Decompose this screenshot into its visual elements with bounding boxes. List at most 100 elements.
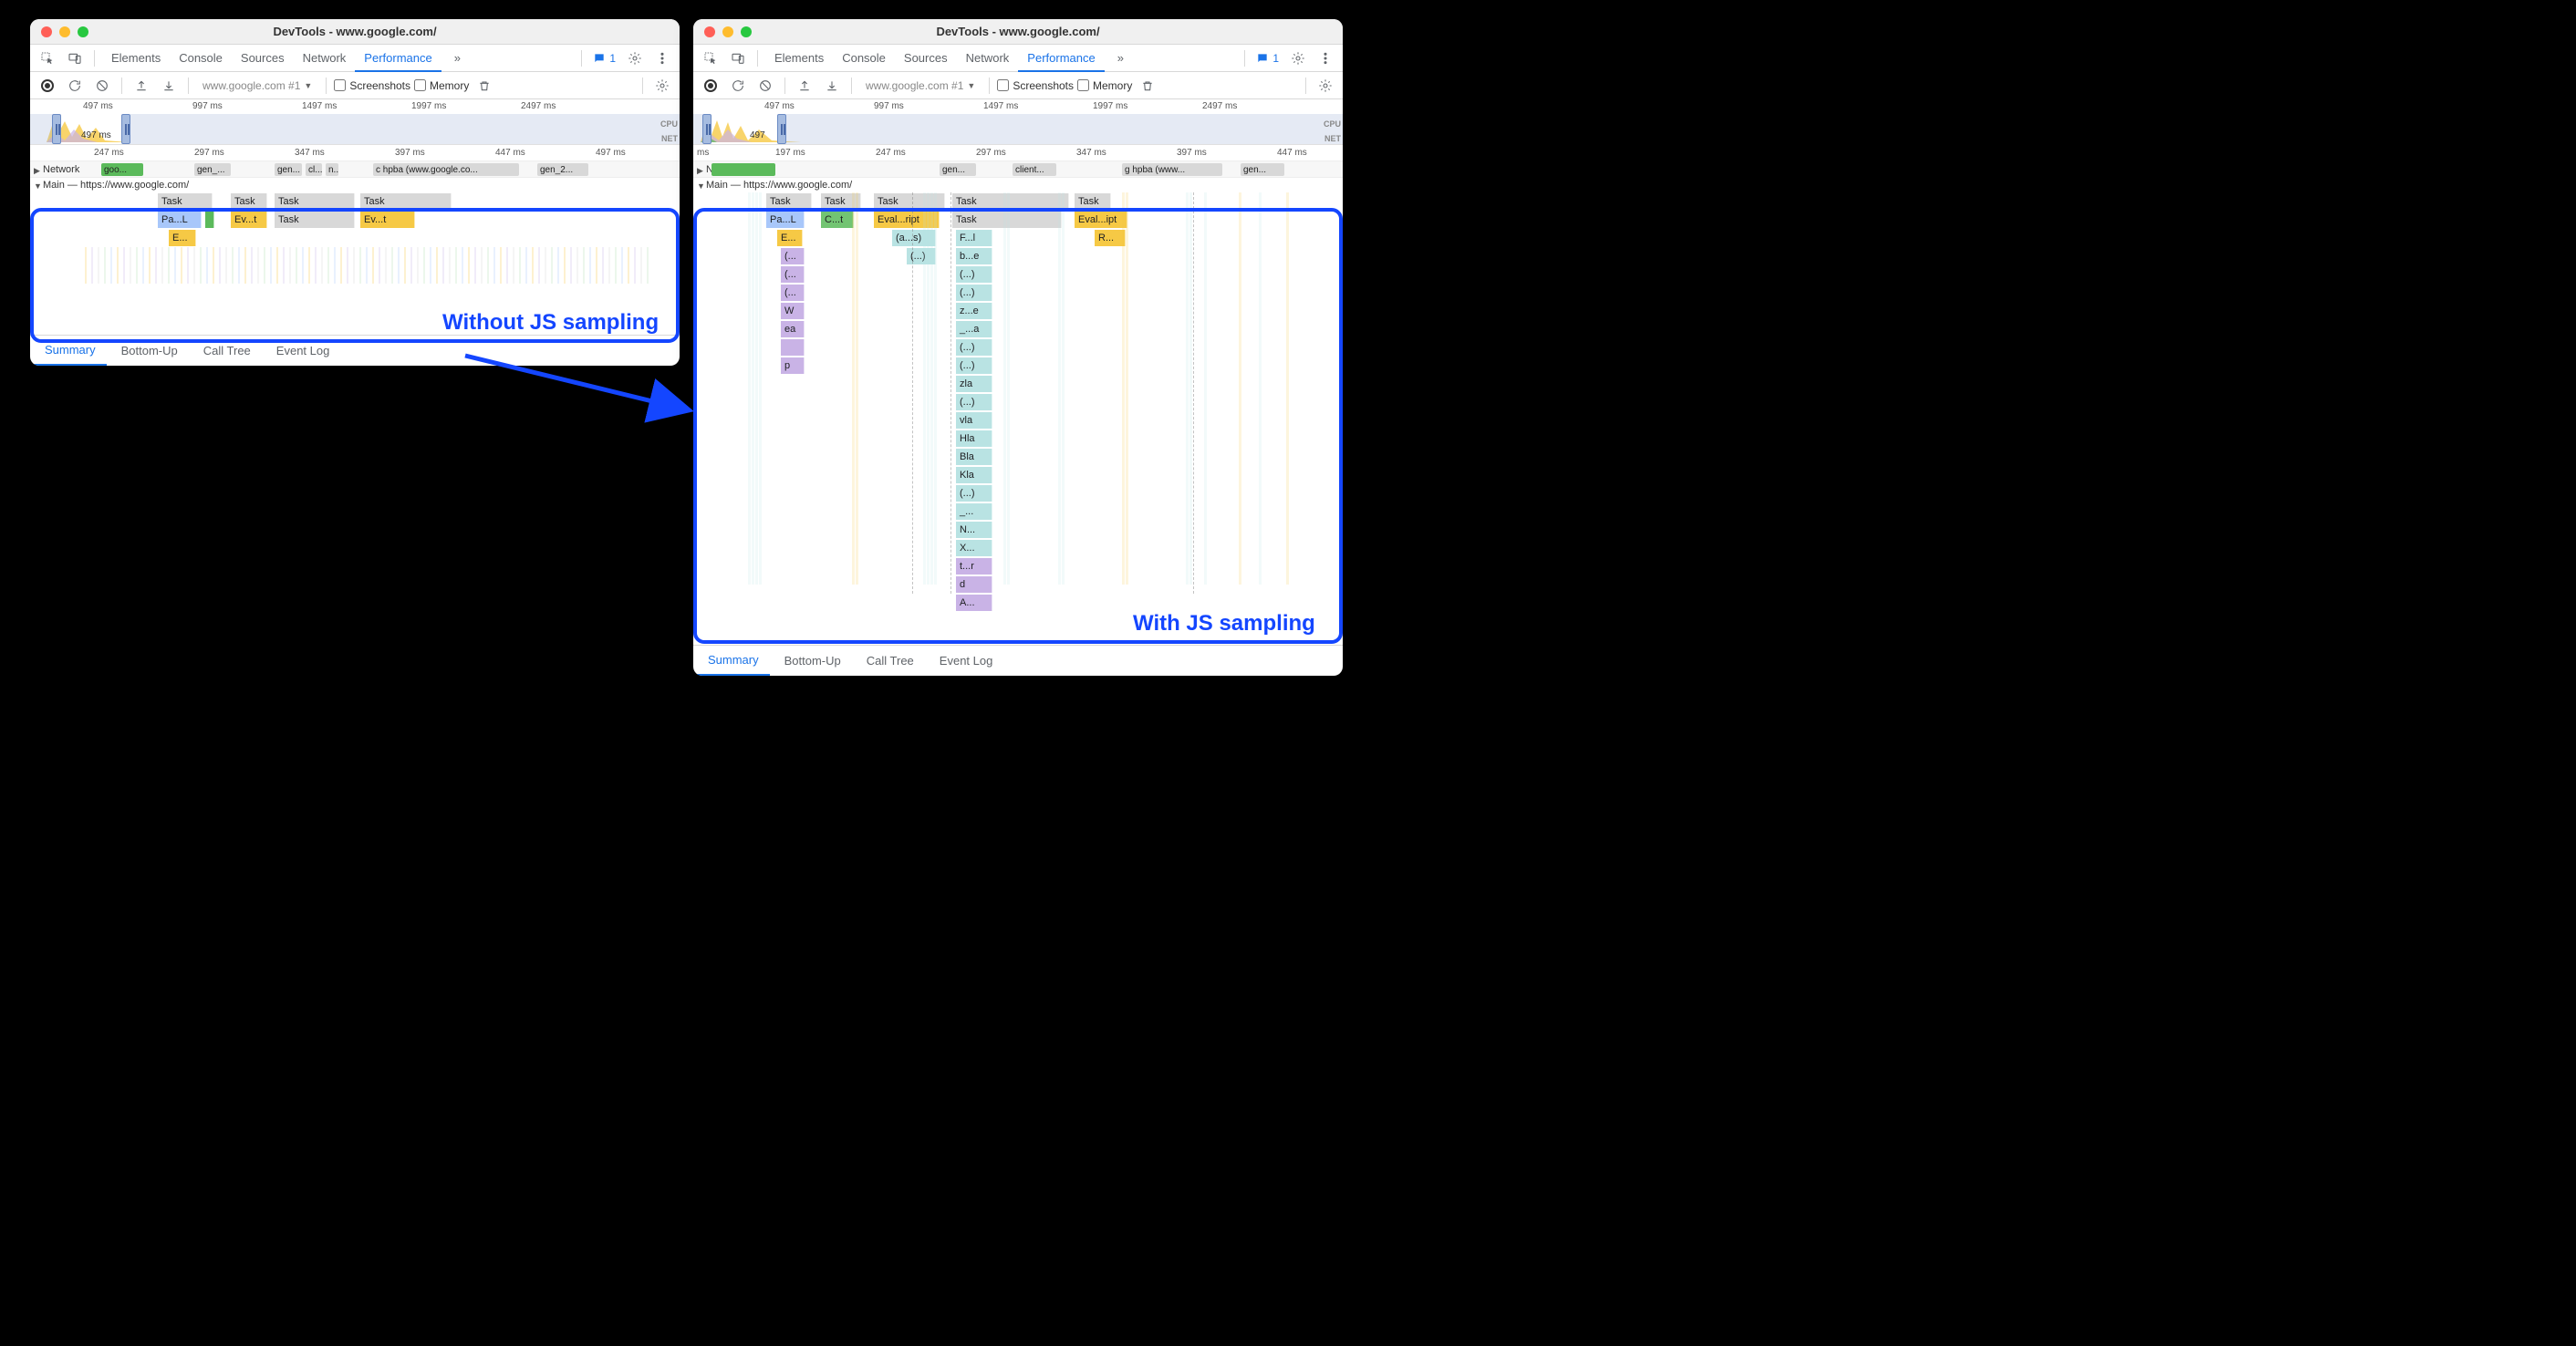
- flame-cell[interactable]: (...: [781, 266, 805, 283]
- download-icon[interactable]: [157, 74, 181, 98]
- overview-timeline[interactable]: 497 ms997 ms1497 ms1997 ms2497 ms 497 ms…: [30, 99, 680, 145]
- gear-icon[interactable]: [1286, 47, 1310, 70]
- device-icon[interactable]: [63, 47, 87, 70]
- upload-icon[interactable]: [130, 74, 153, 98]
- flame-cell[interactable]: (...): [956, 339, 992, 356]
- network-request[interactable]: gen_2...: [537, 163, 588, 176]
- tab-elements[interactable]: Elements: [102, 46, 170, 70]
- tab-network[interactable]: Network: [957, 46, 1019, 70]
- gear-icon[interactable]: [1314, 74, 1337, 98]
- flame-cell[interactable]: X...: [956, 540, 992, 556]
- bottom-tab-summary[interactable]: Summary: [34, 336, 107, 366]
- messages-badge[interactable]: 1: [1252, 50, 1283, 67]
- flame-cell[interactable]: R...: [1095, 230, 1126, 246]
- network-request[interactable]: c hpba (www.google.co...: [373, 163, 519, 176]
- overview-handle-left[interactable]: [702, 114, 712, 144]
- network-request[interactable]: n...: [326, 163, 338, 176]
- flame-cell[interactable]: t...r: [956, 558, 992, 575]
- close-icon[interactable]: [704, 26, 715, 37]
- flame-cell[interactable]: Ev...t: [231, 212, 267, 228]
- flame-cell[interactable]: [205, 212, 214, 228]
- memory-checkbox[interactable]: Memory: [1077, 79, 1132, 92]
- flame-cell[interactable]: _...a: [956, 321, 992, 337]
- detail-ruler[interactable]: 247 ms297 ms347 ms397 ms447 ms497 ms: [30, 145, 680, 161]
- flame-cell[interactable]: F...l: [956, 230, 992, 246]
- screenshots-checkbox[interactable]: Screenshots: [334, 79, 410, 92]
- tab-network[interactable]: Network: [294, 46, 356, 70]
- network-request[interactable]: gen...: [940, 163, 976, 176]
- network-request[interactable]: cl...: [306, 163, 322, 176]
- flame-cell[interactable]: Kla: [956, 467, 992, 483]
- flame-cell[interactable]: Task: [231, 193, 267, 210]
- flame-cell[interactable]: Task: [275, 212, 355, 228]
- memory-checkbox[interactable]: Memory: [414, 79, 469, 92]
- bottom-tab-summary[interactable]: Summary: [697, 646, 770, 676]
- record-button[interactable]: [699, 74, 722, 98]
- kebab-icon[interactable]: [650, 47, 674, 70]
- overview-handle-right[interactable]: [777, 114, 786, 144]
- flame-cell[interactable]: (...): [956, 285, 992, 301]
- overview-handle-left[interactable]: [52, 114, 61, 144]
- record-button[interactable]: [36, 74, 59, 98]
- maximize-icon[interactable]: [741, 26, 752, 37]
- kebab-icon[interactable]: [1314, 47, 1337, 70]
- flame-cell[interactable]: Task: [275, 193, 355, 210]
- tab-elements[interactable]: Elements: [765, 46, 833, 70]
- network-request[interactable]: gen_...: [194, 163, 231, 176]
- flame-cell[interactable]: (...: [781, 248, 805, 264]
- more-tabs[interactable]: »: [445, 46, 470, 70]
- minimize-icon[interactable]: [59, 26, 70, 37]
- flame-cell[interactable]: W: [781, 303, 805, 319]
- bottom-tab-event-log[interactable]: Event Log: [265, 336, 341, 365]
- minimize-icon[interactable]: [722, 26, 733, 37]
- flame-cell[interactable]: zla: [956, 376, 992, 392]
- bottom-tab-call-tree[interactable]: Call Tree: [856, 647, 925, 675]
- overview-handle-right[interactable]: [121, 114, 130, 144]
- flame-cell[interactable]: Ev...t: [360, 212, 415, 228]
- flame-cell[interactable]: d: [956, 576, 992, 593]
- download-icon[interactable]: [820, 74, 844, 98]
- reload-button[interactable]: [63, 74, 87, 98]
- flame-cell[interactable]: _...: [956, 503, 992, 520]
- network-track[interactable]: ▶ Network gen...client...g hpba (www...g…: [693, 161, 1343, 178]
- flame-cell[interactable]: (...: [781, 285, 805, 301]
- flame-cell[interactable]: Task: [158, 193, 213, 210]
- flame-cell[interactable]: (...): [956, 394, 992, 410]
- device-icon[interactable]: [726, 47, 750, 70]
- tab-performance[interactable]: Performance: [1018, 46, 1104, 72]
- gc-icon[interactable]: [1136, 74, 1159, 98]
- flame-cell[interactable]: p: [781, 357, 805, 374]
- flame-cell[interactable]: ea: [781, 321, 805, 337]
- flame-chart[interactable]: TaskTaskTaskTaskTaskPa...LC...tEval...ri…: [693, 192, 1343, 594]
- flame-cell[interactable]: (...): [956, 357, 992, 374]
- flame-cell[interactable]: C...t: [821, 212, 854, 228]
- network-request[interactable]: client...: [1013, 163, 1056, 176]
- flame-cell[interactable]: [781, 339, 805, 356]
- bottom-tab-bottom-up[interactable]: Bottom-Up: [110, 336, 189, 365]
- bottom-tab-event-log[interactable]: Event Log: [929, 647, 1004, 675]
- network-request[interactable]: [712, 163, 775, 176]
- overview-timeline[interactable]: 497 ms997 ms1497 ms1997 ms2497 ms 497 CP…: [693, 99, 1343, 145]
- flame-cell[interactable]: (...): [956, 266, 992, 283]
- flame-cell[interactable]: Task: [1075, 193, 1111, 210]
- flame-cell[interactable]: Task: [766, 193, 812, 210]
- flame-chart[interactable]: TaskTaskTaskTaskPa...LEv...tTaskEv...tE.…: [30, 192, 680, 284]
- network-request[interactable]: gen...: [275, 163, 302, 176]
- flame-cell[interactable]: Pa...L: [158, 212, 202, 228]
- tab-performance[interactable]: Performance: [355, 46, 441, 72]
- bottom-tab-call-tree[interactable]: Call Tree: [192, 336, 262, 365]
- screenshots-checkbox[interactable]: Screenshots: [997, 79, 1074, 92]
- inspect-icon[interactable]: [699, 47, 722, 70]
- upload-icon[interactable]: [793, 74, 816, 98]
- tab-console[interactable]: Console: [833, 46, 895, 70]
- inspect-icon[interactable]: [36, 47, 59, 70]
- flame-cell[interactable]: (...): [956, 485, 992, 502]
- main-header[interactable]: ▼ Main — https://www.google.com/: [30, 178, 680, 192]
- flame-cell[interactable]: Eval...ipt: [1075, 212, 1127, 228]
- main-header[interactable]: ▼ Main — https://www.google.com/: [693, 178, 1343, 192]
- flame-cell[interactable]: b...e: [956, 248, 992, 264]
- flame-cell[interactable]: z...e: [956, 303, 992, 319]
- tab-sources[interactable]: Sources: [232, 46, 294, 70]
- close-icon[interactable]: [41, 26, 52, 37]
- gc-icon[interactable]: [473, 74, 496, 98]
